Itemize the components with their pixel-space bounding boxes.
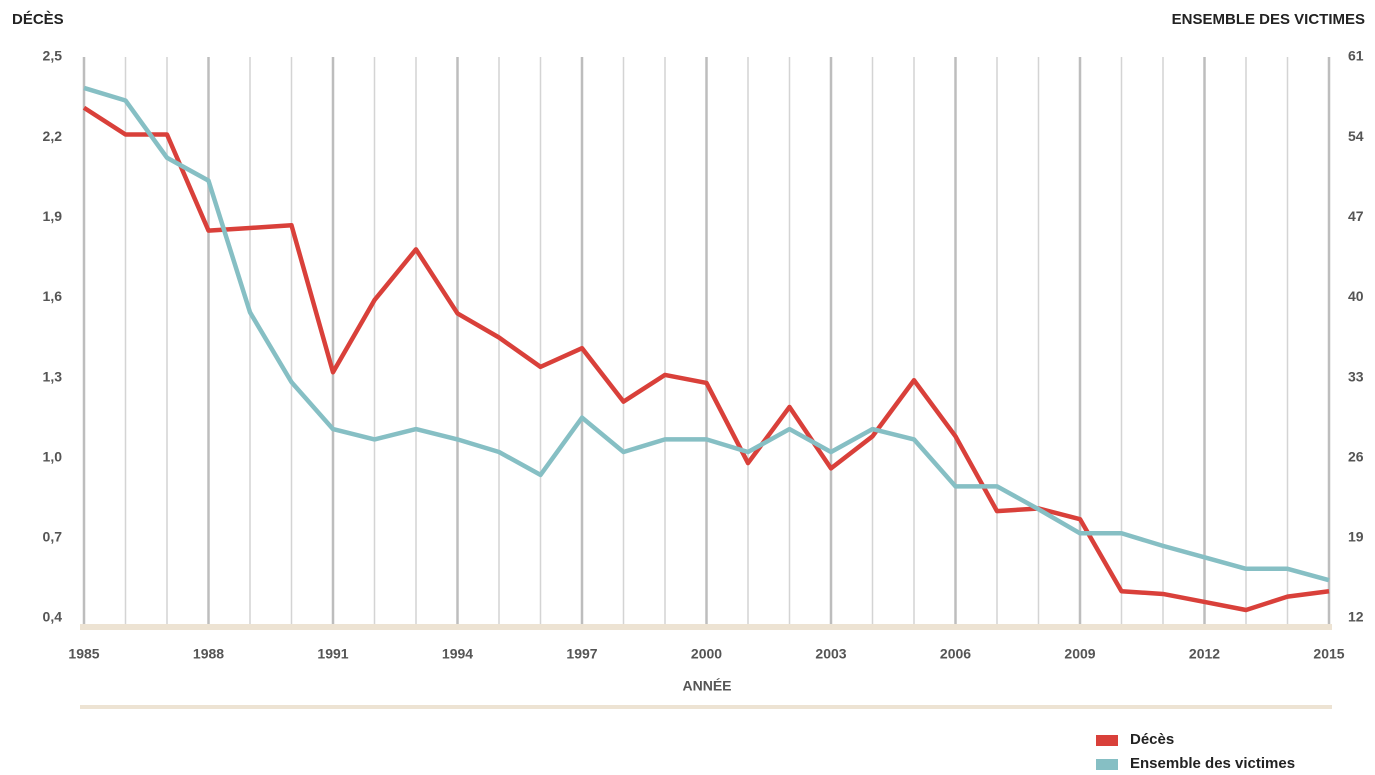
- line: [83, 85, 1330, 583]
- y2-tick-label: 33: [1348, 368, 1364, 384]
- x-tick-label: 2003: [815, 646, 846, 662]
- legend-label: Décès: [1130, 731, 1174, 748]
- y2-axis-title: ENSEMBLE DES VICTIMES: [1172, 11, 1365, 28]
- y-tick-label: 1,6: [43, 288, 63, 304]
- y-axis-title: DÉCÈS: [12, 11, 64, 28]
- x-tick-label: 1991: [317, 646, 348, 662]
- x-tick-label: 2015: [1313, 646, 1344, 662]
- x-tick-label: 2006: [940, 646, 971, 662]
- line: [82, 105, 1330, 613]
- y2-tick-label: 61: [1348, 48, 1364, 64]
- y-tick-label: 0,7: [43, 529, 63, 545]
- y-tick-label: 2,5: [43, 48, 63, 64]
- x-tick-label: 1988: [193, 646, 224, 662]
- y-tick-label: 1,3: [43, 368, 63, 384]
- x-tick-label: 2000: [691, 646, 722, 662]
- x-tick-label: 2009: [1064, 646, 1095, 662]
- x-tick-label: 1985: [68, 646, 99, 662]
- legend-label: Ensemble des victimes: [1130, 755, 1295, 772]
- x-tick-label: 1994: [442, 646, 473, 662]
- x-tick-label: 1997: [566, 646, 597, 662]
- y-tick-label: 1,0: [43, 448, 63, 464]
- y-tick-label: 1,9: [43, 208, 63, 224]
- y2-tick-label: 54: [1348, 128, 1364, 144]
- y-tick-label: 0,4: [43, 609, 63, 625]
- separator: [80, 705, 1332, 709]
- y2-tick-label: 12: [1348, 609, 1364, 625]
- y2-tick-label: 19: [1348, 529, 1364, 545]
- y2-tick-label: 40: [1348, 288, 1364, 304]
- x-axis-title: ANNÉE: [682, 678, 731, 694]
- y2-tick-label: 26: [1348, 448, 1364, 464]
- y-tick-label: 2,2: [43, 128, 63, 144]
- x-tick-label: 2012: [1189, 646, 1220, 662]
- axis-band: [80, 624, 1332, 630]
- y2-tick-label: 47: [1348, 208, 1364, 224]
- legend-swatch: [1096, 735, 1118, 746]
- legend-swatch: [1096, 759, 1118, 770]
